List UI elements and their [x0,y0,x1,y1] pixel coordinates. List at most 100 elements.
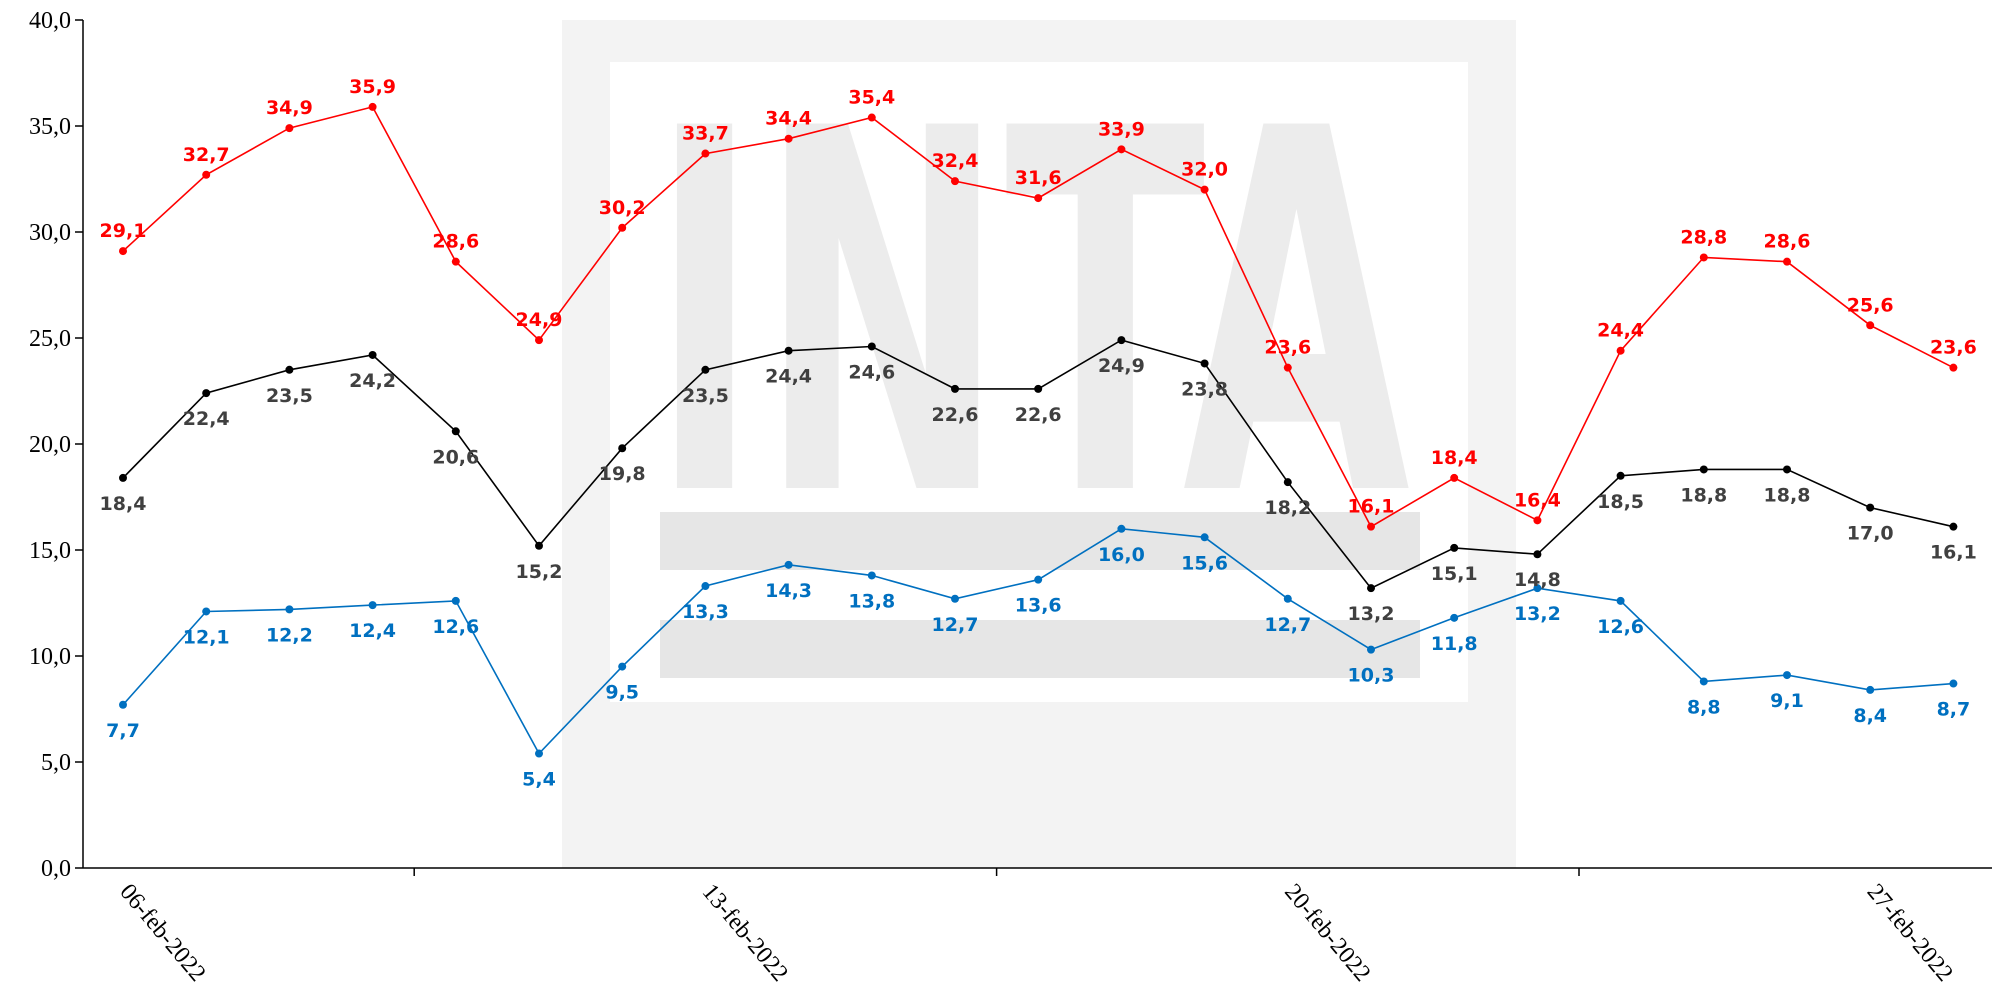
red-series-point [285,124,294,133]
black-series-label: 15,2 [516,561,563,583]
blue-series-point [285,605,294,614]
blue-series-point [618,662,627,671]
black-series-label: 15,1 [1431,563,1478,585]
black-series-label: 18,4 [100,493,147,515]
red-series-point [1783,257,1791,266]
red-series-point [1367,522,1375,531]
black-series-point [1533,550,1542,559]
red-series-point [1117,145,1126,154]
red-series-label: 28,6 [432,231,479,253]
x-tick-label: 06-feb-2022 [114,879,210,987]
red-series-label: 25,6 [1847,294,1894,316]
black-series-point [1616,471,1625,480]
blue-series-point [701,582,710,591]
blue-series-label: 10,3 [1348,665,1395,687]
blue-series-label: 13,2 [1514,603,1561,625]
black-series-point [368,350,377,359]
blue-series-label: 5,4 [522,769,556,791]
red-series-point [368,102,377,111]
red-series-label: 34,9 [266,97,313,119]
black-series-point [1034,384,1043,393]
black-series-label: 17,0 [1847,523,1894,545]
red-series-point [618,223,627,232]
red-series-label: 31,6 [1015,167,1062,189]
blue-series-label: 14,3 [765,580,812,602]
red-series-label: 35,4 [848,87,895,109]
blue-series-label: 7,7 [106,720,140,742]
red-series-point [1949,363,1958,372]
blue-series-point [1117,524,1126,533]
red-series-point [202,170,211,179]
red-series-label: 18,4 [1431,447,1478,469]
red-series-label: 23,6 [1930,337,1977,359]
red-series-point [701,149,710,158]
blue-series-label: 12,6 [1597,616,1644,638]
blue-series-point [1034,575,1043,584]
black-series-point [202,389,211,398]
black-series-point [1699,465,1708,474]
blue-series-point [202,607,211,616]
y-tick-label: 30,0 [29,220,71,246]
black-series-label: 18,8 [1680,484,1727,506]
red-series-point [1533,516,1542,525]
black-series-label: 24,4 [765,366,812,388]
watermark-bar-bottom [660,620,1420,678]
black-series-point [784,346,793,355]
black-series-label: 18,8 [1764,484,1811,506]
red-series-point [951,177,959,186]
black-series-point [285,365,294,374]
red-series-label: 28,8 [1680,226,1727,248]
y-tick-label: 25,0 [29,326,71,352]
black-series-label: 19,8 [599,463,646,485]
red-series-point [535,336,543,345]
x-tick-label: 27-feb-2022 [1862,879,1958,987]
blue-series-label: 9,1 [1770,690,1804,712]
y-tick-label: 0,0 [41,856,71,882]
black-series-label: 13,2 [1348,603,1395,625]
red-series-label: 16,4 [1514,489,1561,511]
blue-series-label: 9,5 [605,682,639,704]
red-series [119,102,1958,531]
blue-series-point [1783,671,1791,680]
blue-series-label: 12,6 [432,616,479,638]
y-tick-label: 35,0 [29,114,71,140]
black-series-label: 18,5 [1597,491,1644,513]
red-series-label: 16,1 [1348,496,1395,518]
blue-series-point [119,700,127,709]
blue-series [119,524,1958,758]
blue-series-point [784,560,793,569]
black-series-label: 22,6 [1015,404,1062,426]
blue-series-point [535,749,543,758]
y-tick-label: 40,0 [29,8,71,34]
blue-series-point [1699,677,1708,686]
red-series-label: 28,6 [1764,231,1811,253]
red-series-label: 32,4 [932,150,979,172]
black-series-point [1866,503,1875,512]
blue-series-point [451,596,460,605]
black-series-point [1117,336,1126,345]
black-series-point [451,427,460,436]
black-series-label: 18,2 [1264,497,1311,519]
blue-series-point [1367,645,1375,654]
red-series-point [1034,194,1043,203]
blue-series-label: 8,7 [1937,699,1971,721]
black-series-point [1949,522,1958,531]
red-series-label: 34,4 [765,108,812,130]
blue-series-point [1949,679,1958,688]
blue-series-label: 12,2 [266,624,313,646]
black-series-label: 23,5 [682,385,729,407]
black-series-label: 24,6 [848,361,895,383]
black-series-label: 23,8 [1181,378,1228,400]
blue-series-point [1450,613,1459,622]
red-series-label: 35,9 [349,76,396,98]
red-series-label: 23,6 [1264,337,1311,359]
red-series-point [1866,321,1875,330]
blue-series-point [1616,596,1625,605]
red-series-label: 33,7 [682,123,729,145]
blue-series-point [368,601,377,610]
watermark-bar-top [660,512,1420,570]
black-series-point [951,384,959,393]
red-series-label: 32,7 [183,144,230,166]
blue-series-label: 12,4 [349,620,396,642]
